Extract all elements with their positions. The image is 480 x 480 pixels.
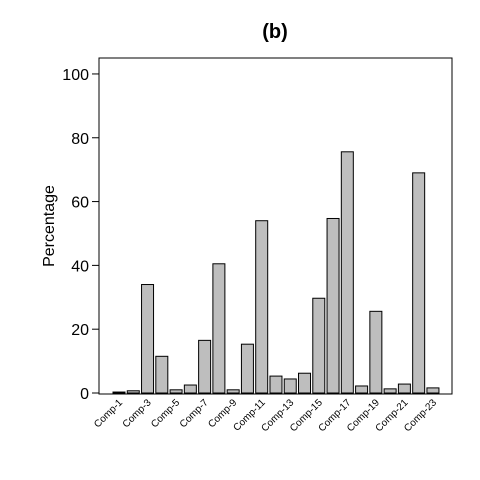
bar — [198, 339, 212, 394]
y-tick-label: 80 — [71, 131, 89, 148]
bar — [112, 391, 126, 394]
x-tick-label: Comp-3 — [121, 397, 154, 430]
bar — [326, 217, 340, 394]
bar — [212, 263, 226, 394]
bar — [183, 384, 197, 394]
bar — [397, 383, 411, 394]
bar — [226, 389, 240, 394]
y-tick-label: 100 — [62, 67, 89, 84]
bar — [298, 372, 312, 394]
chart-title: (b) — [262, 21, 288, 43]
plot-frame — [98, 57, 453, 395]
y-tick-label: 20 — [71, 322, 89, 339]
bar — [283, 378, 297, 394]
bar — [141, 284, 155, 394]
y-tick-label: 0 — [80, 386, 89, 403]
y-axis-label: Percentage — [41, 185, 58, 267]
bar — [155, 355, 169, 394]
bar — [355, 385, 369, 394]
bar — [369, 310, 383, 394]
bar — [412, 172, 426, 394]
bar — [312, 297, 326, 394]
y-tick-label: 60 — [71, 195, 89, 212]
x-tick-label: Comp-5 — [149, 397, 182, 430]
bar — [126, 390, 140, 394]
bar — [269, 375, 283, 394]
bar — [426, 387, 440, 394]
x-tick-label: Comp-7 — [178, 397, 211, 430]
bar — [240, 343, 254, 394]
bar — [255, 220, 269, 394]
bar — [340, 151, 354, 394]
y-tick-label: 40 — [71, 258, 89, 275]
bar — [169, 389, 183, 394]
x-tick-label: Comp-1 — [92, 397, 125, 430]
bar — [383, 388, 397, 394]
